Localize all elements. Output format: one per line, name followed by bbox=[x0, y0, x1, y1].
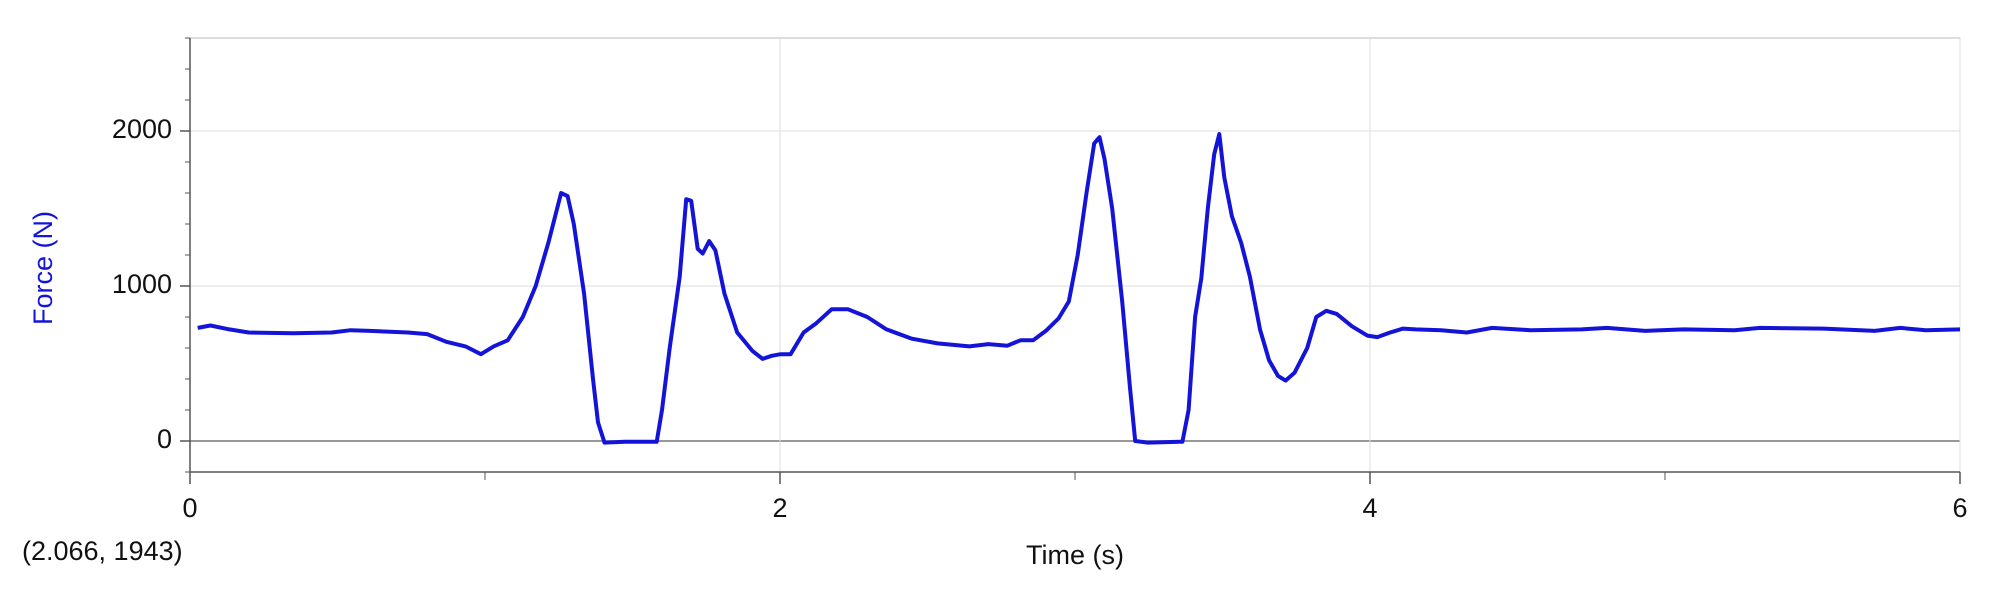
y-tick-label: 0 bbox=[157, 424, 172, 454]
cursor-readout: (2.066, 1943) bbox=[22, 536, 183, 566]
x-axis-label: Time (s) bbox=[1026, 540, 1124, 570]
x-tick-label: 4 bbox=[1362, 493, 1377, 523]
y-axis-label: Force (N) bbox=[28, 211, 58, 325]
y-tick-label: 2000 bbox=[112, 114, 172, 144]
x-tick-label: 6 bbox=[1952, 493, 1967, 523]
x-tick-label: 0 bbox=[182, 493, 197, 523]
x-tick-label: 2 bbox=[772, 493, 787, 523]
y-tick-label: 1000 bbox=[112, 269, 172, 299]
plot-frame bbox=[189, 37, 1961, 473]
force-line bbox=[197, 132, 1961, 445]
